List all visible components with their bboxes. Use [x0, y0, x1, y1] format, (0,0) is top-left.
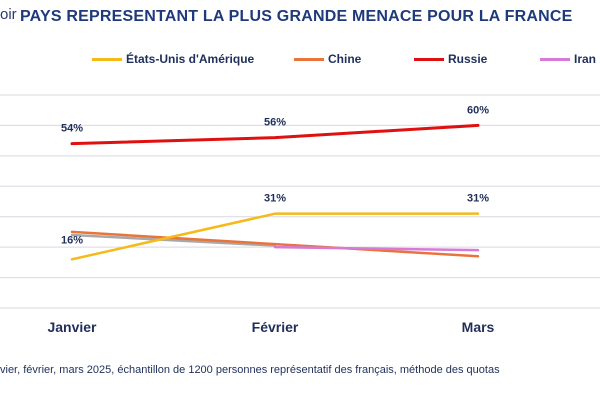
x-tick-label: Février	[252, 319, 299, 335]
series-line-iran	[273, 245, 480, 252]
line-chart: 16% 31% 31% 54% 56% 60% Janvier Février Mars	[0, 94, 600, 335]
logo-fragment: oir	[0, 6, 17, 23]
data-label: 60%	[467, 104, 489, 116]
legend-swatch-russie	[414, 57, 444, 61]
legend-swatch-chine	[294, 57, 324, 61]
data-label: 31%	[264, 193, 286, 205]
x-tick-label: Janvier	[47, 319, 97, 335]
legend-item-iran: Iran	[540, 48, 596, 70]
legend-swatch-iran	[540, 57, 570, 61]
chart-legend: États-Unis d'Amérique Chine Russie Iran	[0, 48, 600, 70]
series-line-russie	[70, 123, 480, 146]
legend-label-etats-unis: États-Unis d'Amérique	[126, 52, 255, 66]
data-label: 31%	[467, 193, 489, 205]
series-line-chine	[70, 230, 480, 258]
legend-item-etats-unis: États-Unis d'Amérique	[92, 48, 254, 70]
legend-label-iran: Iran	[574, 52, 597, 66]
series-line-tatsunisdamrique	[70, 212, 480, 261]
legend-item-russie: Russie	[414, 48, 487, 70]
data-label: 56%	[264, 117, 286, 129]
legend-label-chine: Chine	[328, 52, 362, 66]
data-label: 54%	[61, 123, 83, 135]
legend-swatch-etats-unis	[92, 57, 122, 61]
x-tick-label: Mars	[462, 319, 495, 335]
footer-note: vier, février, mars 2025, échantillon de…	[0, 364, 500, 376]
data-label: 16%	[61, 234, 83, 246]
chart-title: PAYS REPRESENTANT LA PLUS GRANDE MENACE …	[20, 8, 573, 25]
series-line-grey	[70, 233, 277, 247]
legend-label-russie: Russie	[448, 52, 488, 66]
legend-item-chine: Chine	[294, 48, 361, 70]
